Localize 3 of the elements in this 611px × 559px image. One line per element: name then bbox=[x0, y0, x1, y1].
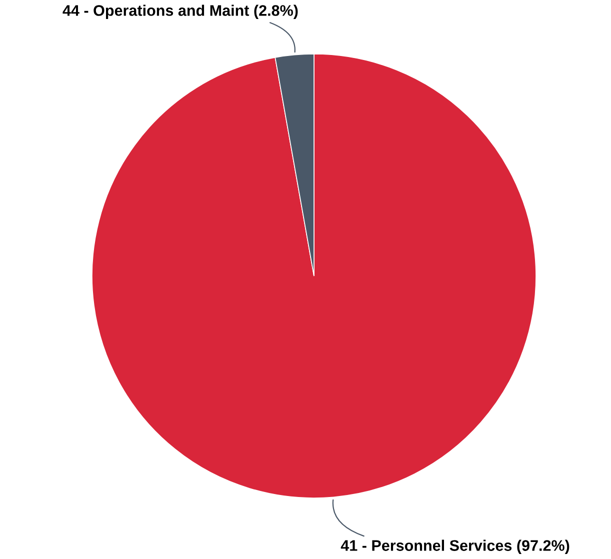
slice-label: 41 - Personnel Services (97.2%) bbox=[340, 540, 570, 554]
slice-label: 44 - Operations and Maint (2.8%) bbox=[62, 4, 298, 19]
pie-slice bbox=[92, 54, 536, 498]
